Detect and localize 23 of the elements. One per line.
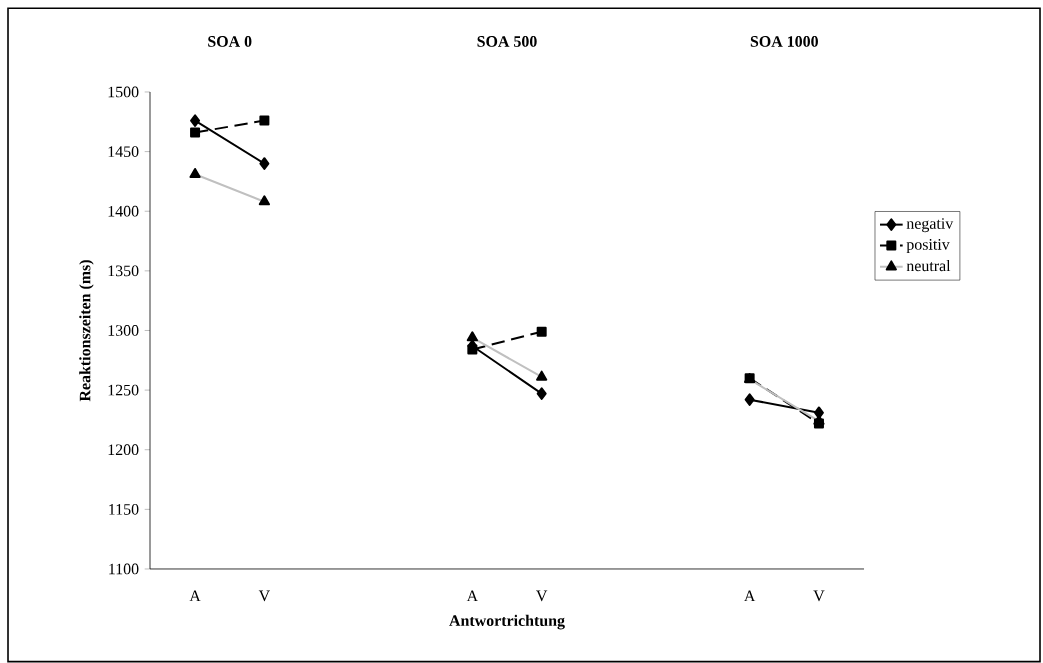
y-tick-label: 1350 [108,265,139,277]
x-tick-label: V [536,590,548,602]
y-tick-label: 1500 [108,86,139,98]
y-tick-label: 1150 [109,503,139,515]
x-tick-label: A [466,590,478,602]
y-tick-label: 1400 [108,205,139,217]
text: SOA 1000 [750,36,818,47]
legend-label: neutral [906,260,951,272]
x-tick-label: A [189,590,201,602]
x-tick-label: A [744,590,756,602]
legend-label: positiv [906,239,950,254]
x-tick-label: V [258,590,270,602]
y-tick-label: 1250 [108,384,139,396]
text: SOA 500 [477,36,537,47]
x-axis-title: Antwortrichtung [449,614,565,630]
y-tick-label: 1300 [108,325,139,336]
y-axis-title: Reaktionszeiten (ms) [79,260,94,402]
text: SOA 0 [208,36,252,47]
x-tick-label: V [813,590,825,602]
legend-label: negativ [906,218,954,233]
y-tick-label: 1450 [108,146,139,157]
y-tick-label: 1200 [108,444,139,456]
y-tick-label: 1100 [109,563,139,575]
